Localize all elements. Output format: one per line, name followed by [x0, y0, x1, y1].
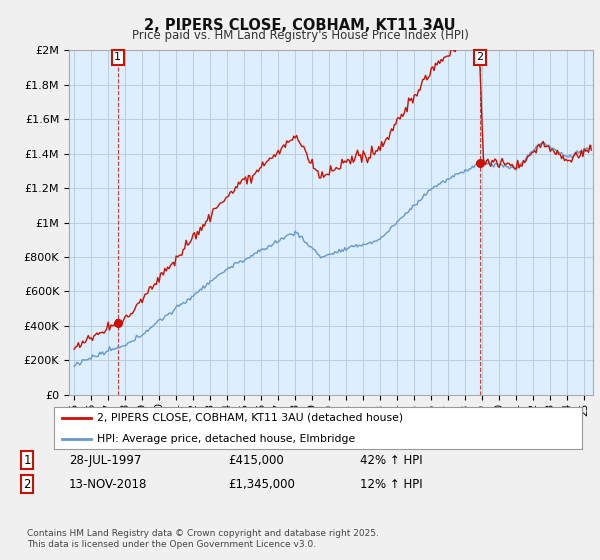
Text: 2: 2	[476, 52, 484, 62]
Text: 13-NOV-2018: 13-NOV-2018	[69, 478, 148, 491]
Text: 2: 2	[23, 478, 31, 491]
Text: 42% ↑ HPI: 42% ↑ HPI	[360, 454, 422, 467]
Text: £1,345,000: £1,345,000	[228, 478, 295, 491]
Text: £415,000: £415,000	[228, 454, 284, 467]
Text: HPI: Average price, detached house, Elmbridge: HPI: Average price, detached house, Elmb…	[97, 433, 356, 444]
Text: Contains HM Land Registry data © Crown copyright and database right 2025.
This d: Contains HM Land Registry data © Crown c…	[27, 529, 379, 549]
Text: Price paid vs. HM Land Registry's House Price Index (HPI): Price paid vs. HM Land Registry's House …	[131, 29, 469, 42]
Text: 1: 1	[23, 454, 31, 467]
Text: 2, PIPERS CLOSE, COBHAM, KT11 3AU (detached house): 2, PIPERS CLOSE, COBHAM, KT11 3AU (detac…	[97, 413, 403, 423]
Text: 1: 1	[115, 52, 121, 62]
Text: 28-JUL-1997: 28-JUL-1997	[69, 454, 142, 467]
Text: 12% ↑ HPI: 12% ↑ HPI	[360, 478, 422, 491]
Text: 2, PIPERS CLOSE, COBHAM, KT11 3AU: 2, PIPERS CLOSE, COBHAM, KT11 3AU	[144, 18, 456, 33]
